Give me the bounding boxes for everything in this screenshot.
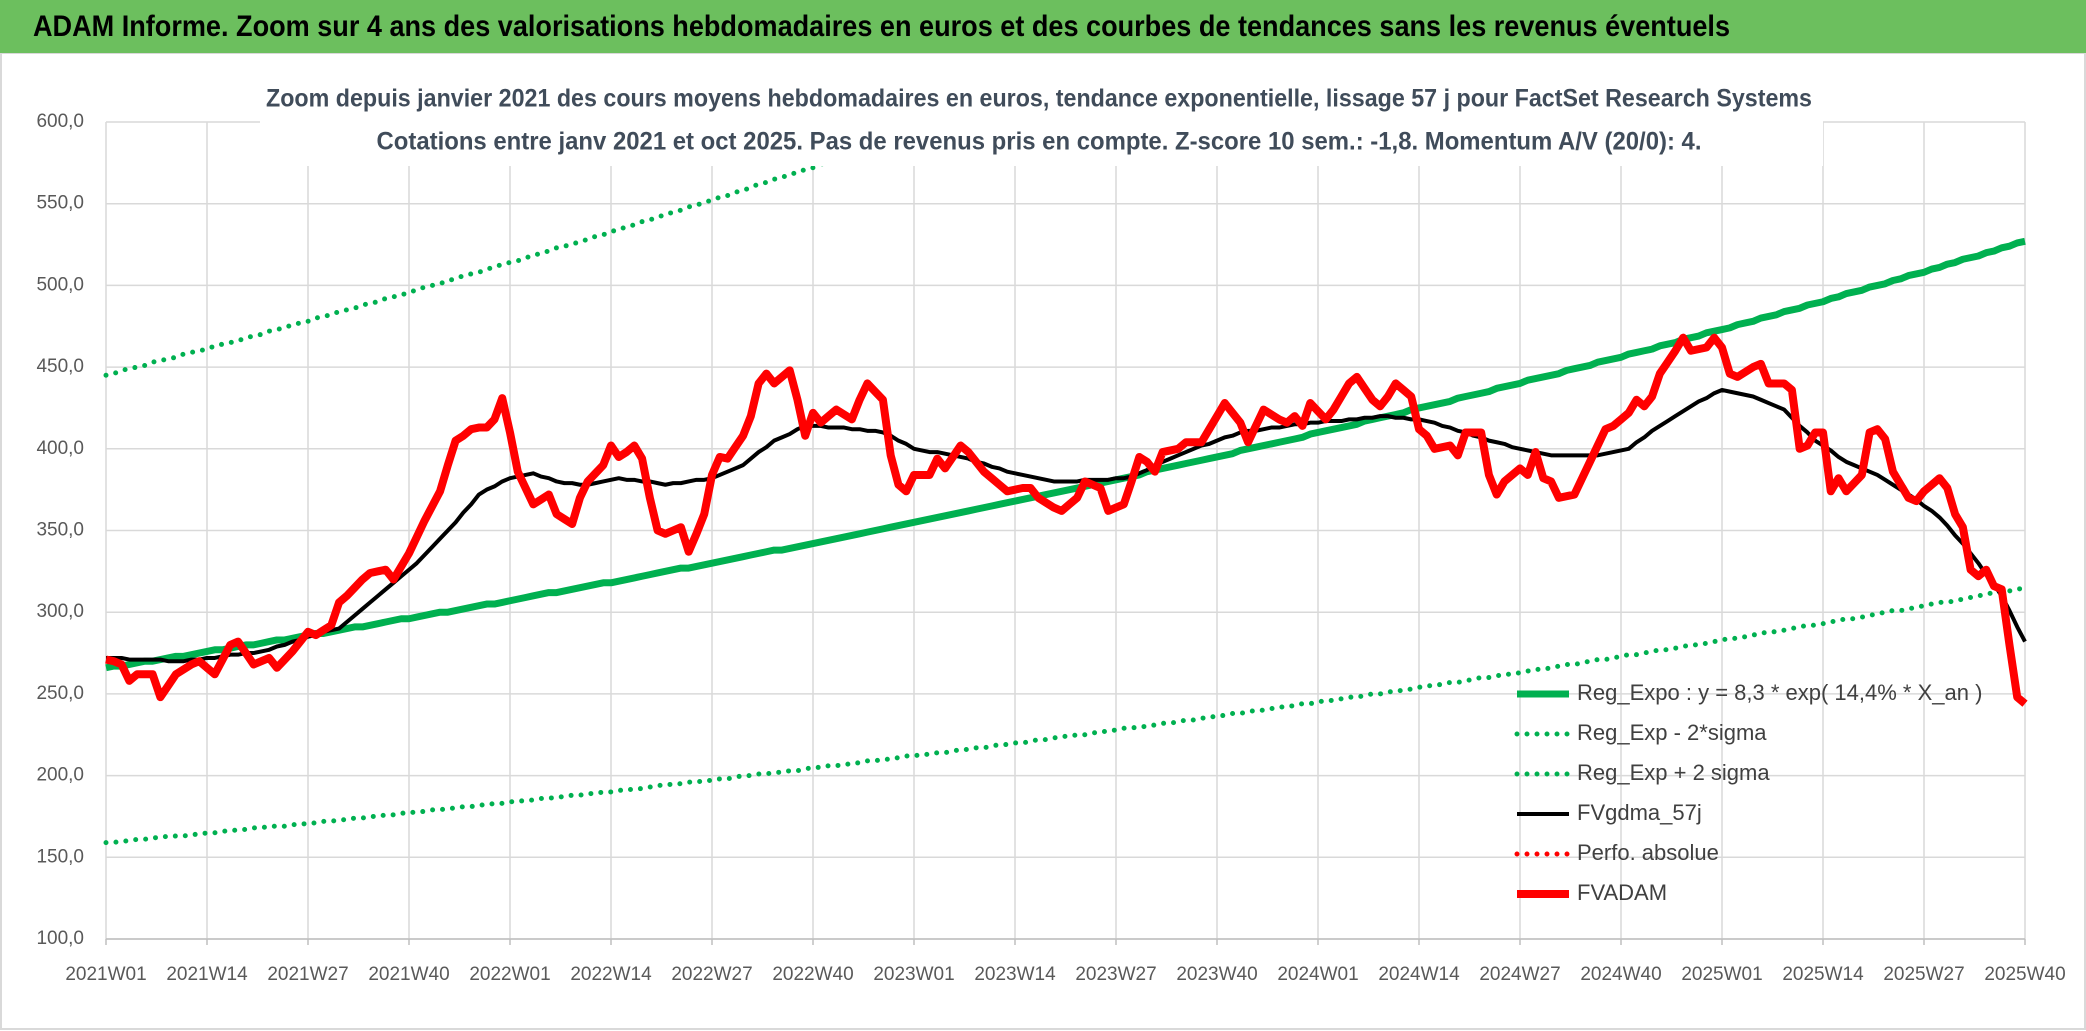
series-line [105, 333, 2028, 707]
legend-label: Perfo. absolue [1577, 840, 1719, 865]
x-tick-label: 2024W40 [1580, 964, 1661, 985]
x-tick-label: 2024W27 [1479, 964, 1560, 985]
header-bar [0, 0, 2086, 53]
x-tick-label: 2021W01 [65, 964, 146, 985]
subtitle: Zoom depuis janvier 2021 des cours moyen… [266, 85, 1812, 113]
legend-label: FVgdma_57j [1577, 800, 1702, 825]
y-tick-label: 350,0 [36, 520, 84, 541]
y-tick-label: 150,0 [36, 846, 84, 867]
y-tick-label: 600,0 [36, 111, 84, 132]
legend-label: Reg_Expo : y = 8,3 * exp( 14,4% * X_an ) [1577, 680, 1982, 705]
y-tick-label: 200,0 [36, 765, 84, 786]
x-tick-label: 2022W01 [469, 964, 550, 985]
x-tick-label: 2023W01 [873, 964, 954, 985]
x-tick-label: 2022W27 [671, 964, 752, 985]
series-line [106, 387, 2027, 664]
x-tick-label: 2024W14 [1378, 964, 1460, 985]
series-line [105, 237, 2026, 672]
legend: Reg_Expo : y = 8,3 * exp( 14,4% * X_an )… [1514, 680, 1982, 905]
y-tick-label: 500,0 [36, 274, 84, 295]
x-tick-label: 2024W01 [1277, 964, 1358, 985]
y-tick-label: 400,0 [36, 438, 84, 459]
x-tick-label: 2022W14 [570, 964, 652, 985]
subtitle-background [260, 80, 1823, 166]
x-tick-label: 2025W40 [1984, 964, 2065, 985]
y-tick-label: 300,0 [36, 601, 84, 622]
plot-area [103, 119, 2028, 846]
y-tick-label: 550,0 [36, 193, 84, 214]
series-line [103, 119, 948, 378]
series-line [103, 585, 2028, 846]
y-tick-label: 250,0 [36, 683, 84, 704]
y-tick-label: 100,0 [36, 928, 84, 949]
legend-label: Reg_Exp + 2 sigma [1577, 760, 1770, 785]
x-tick-label: 2021W27 [267, 964, 348, 985]
header-title: ADAM Informe. Zoom sur 4 ans des valoris… [33, 10, 1730, 43]
subtitle: Cotations entre janv 2021 et oct 2025. P… [377, 128, 1702, 156]
x-tick-label: 2023W27 [1075, 964, 1156, 985]
x-tick-label: 2025W27 [1883, 964, 1964, 985]
x-tick-label: 2021W14 [166, 964, 248, 985]
grid: 100,0 150,0 200,0 250,0 300,0 350,0 400,0 450,0… [36, 111, 2065, 985]
x-tick-label: 2023W14 [974, 964, 1056, 985]
y-tick-label: 450,0 [36, 356, 84, 377]
x-tick-label: 2021W40 [368, 964, 449, 985]
legend-label: Reg_Exp - 2*sigma [1577, 720, 1767, 745]
legend-label: FVADAM [1577, 880, 1667, 905]
x-tick-label: 2022W40 [772, 964, 853, 985]
x-tick-label: 2025W14 [1782, 964, 1864, 985]
x-tick-label: 2025W01 [1681, 964, 1762, 985]
x-tick-label: 2023W40 [1176, 964, 1257, 985]
